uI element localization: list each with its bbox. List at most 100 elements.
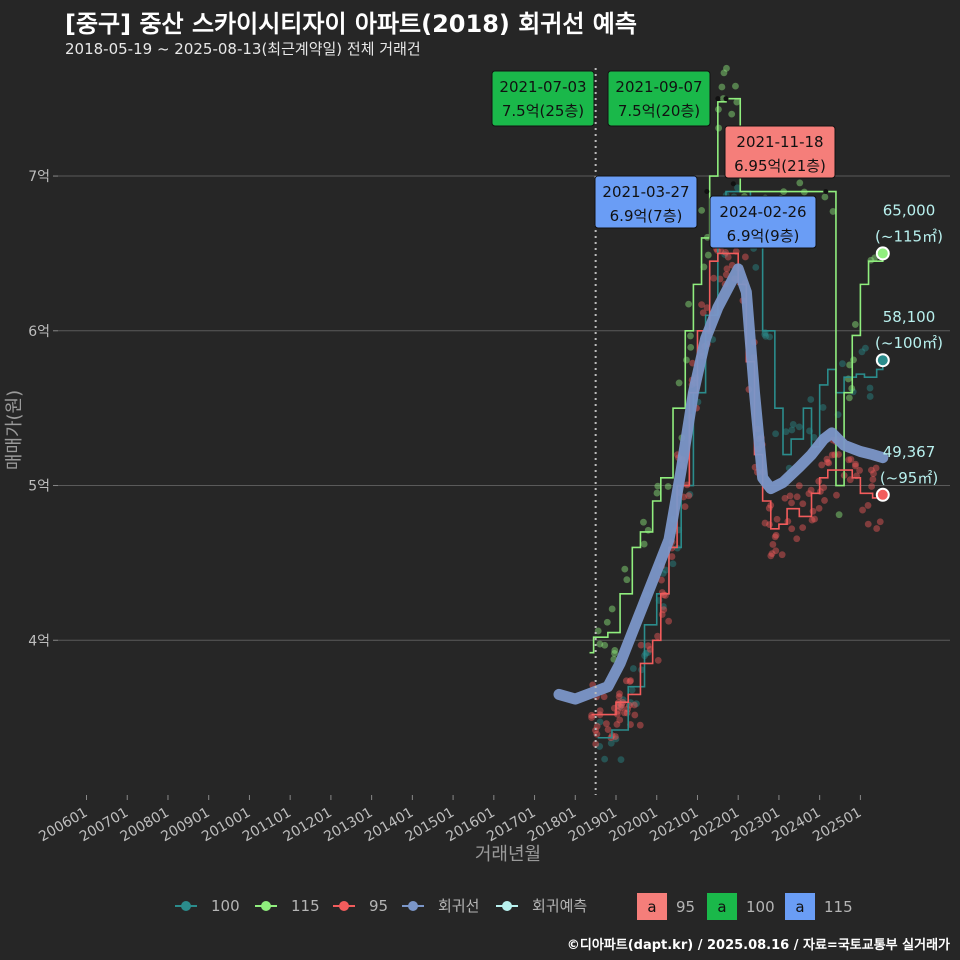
- annotation-date: 2024-02-26: [719, 203, 806, 221]
- scatter-point: [732, 82, 739, 90]
- scatter-point: [668, 553, 676, 560]
- scatter-point: [653, 489, 661, 497]
- legend-key-dot: [181, 901, 191, 911]
- scatter-point: [611, 733, 619, 740]
- scatter-point: [654, 482, 662, 490]
- scatter-point: [629, 665, 637, 672]
- scatter-point: [687, 332, 694, 340]
- scatter-point: [723, 64, 730, 72]
- annotation-marker: [723, 96, 729, 102]
- legend-swatch-glyph: a: [717, 898, 726, 916]
- scatter-point: [600, 693, 608, 701]
- end-point: [875, 487, 890, 502]
- scatter-point: [660, 606, 668, 614]
- scatter-point: [733, 98, 741, 106]
- scatter-point: [698, 301, 705, 309]
- scatter-point: [824, 458, 831, 466]
- scatter-point: [796, 179, 804, 187]
- annotation-marker: [704, 189, 710, 195]
- scatter-point: [658, 576, 665, 584]
- scatter-point: [788, 499, 795, 507]
- scatter-point: [616, 716, 624, 724]
- end-point: [875, 246, 890, 261]
- scatter-point: [616, 703, 624, 710]
- legend-label: 회귀선: [438, 897, 479, 915]
- scatter-point: [866, 384, 874, 392]
- scatter-point: [627, 677, 635, 684]
- scatter-point: [851, 321, 859, 328]
- scatter-point: [592, 726, 599, 734]
- scatter-point: [852, 460, 859, 468]
- scatter-point: [592, 740, 600, 748]
- scatter-point: [699, 309, 707, 317]
- scatter-point: [862, 344, 869, 352]
- scatter-point: [720, 69, 728, 77]
- scatter-point: [788, 426, 796, 434]
- series-line-115: [589, 97, 884, 654]
- scatter-point: [616, 690, 623, 698]
- scatter-point: [612, 735, 620, 743]
- scatter-point: [664, 483, 672, 490]
- scatter-point: [761, 519, 769, 527]
- scatter-point: [613, 720, 621, 728]
- annotation-marker: [715, 96, 721, 102]
- scatter-point: [704, 251, 712, 259]
- scatter-point: [846, 361, 854, 369]
- legend-label: 회귀예측: [532, 897, 587, 915]
- scatter-point: [640, 518, 647, 526]
- scatter-point: [852, 462, 859, 470]
- legend-label: 95: [369, 897, 388, 915]
- scatter-point: [818, 461, 826, 469]
- scatter-point: [718, 83, 726, 91]
- scatter-point: [807, 396, 815, 403]
- scatter-point: [604, 726, 612, 733]
- scatter-point: [628, 686, 636, 694]
- scatter-point: [864, 520, 872, 528]
- scatter-point: [654, 632, 661, 640]
- scatter-point: [793, 493, 801, 501]
- scatter-point: [620, 709, 628, 717]
- scatter-point: [856, 467, 863, 474]
- regression-layer: [553, 263, 889, 705]
- scatter-point: [768, 550, 776, 558]
- scatter-point: [596, 743, 604, 750]
- scatter-point: [611, 647, 619, 654]
- scatter-point: [633, 700, 640, 708]
- y-tick-label: 5억: [28, 479, 50, 495]
- scatter-point: [681, 503, 689, 511]
- scatter-point: [771, 533, 779, 541]
- regression-line: [553, 263, 889, 705]
- scatter-point: [799, 500, 807, 508]
- annotation-labels: 2021-07-03 7.5억(25층) 2021-09-07 7.5억(20층) 20…: [491, 70, 836, 249]
- annotation-marker: [823, 189, 829, 195]
- y-tick-label: 6억: [28, 324, 50, 340]
- scatter-point: [870, 470, 877, 477]
- scatter-point: [767, 552, 775, 560]
- scatter-point: [819, 404, 827, 411]
- scatter-point: [608, 605, 616, 613]
- legend-swatch-glyph: a: [795, 898, 804, 916]
- scatter-point: [603, 720, 610, 728]
- scatter-point: [876, 518, 884, 526]
- scatter-point: [593, 730, 601, 738]
- scatter-point: [615, 693, 623, 701]
- scatter-point: [654, 656, 662, 664]
- scatter-point: [596, 640, 604, 648]
- scatter-point: [833, 491, 840, 499]
- scatter-point: [741, 253, 749, 261]
- annotation-value: 6.9억(9층): [727, 227, 800, 245]
- scatter-point: [596, 718, 604, 726]
- annotation-date: 2021-09-07: [615, 78, 702, 96]
- legend-label-swatch: [785, 893, 815, 920]
- scatter-point: [723, 265, 731, 273]
- scatter-point: [769, 541, 777, 548]
- scatter-point: [619, 696, 627, 704]
- legend-key-dot: [261, 901, 271, 911]
- scatter-point: [829, 208, 837, 215]
- scatter-point: [772, 547, 780, 555]
- scatter-point: [778, 551, 786, 559]
- scatter-point: [793, 535, 801, 543]
- scatter-point: [623, 576, 631, 584]
- scatter-point: [662, 566, 670, 574]
